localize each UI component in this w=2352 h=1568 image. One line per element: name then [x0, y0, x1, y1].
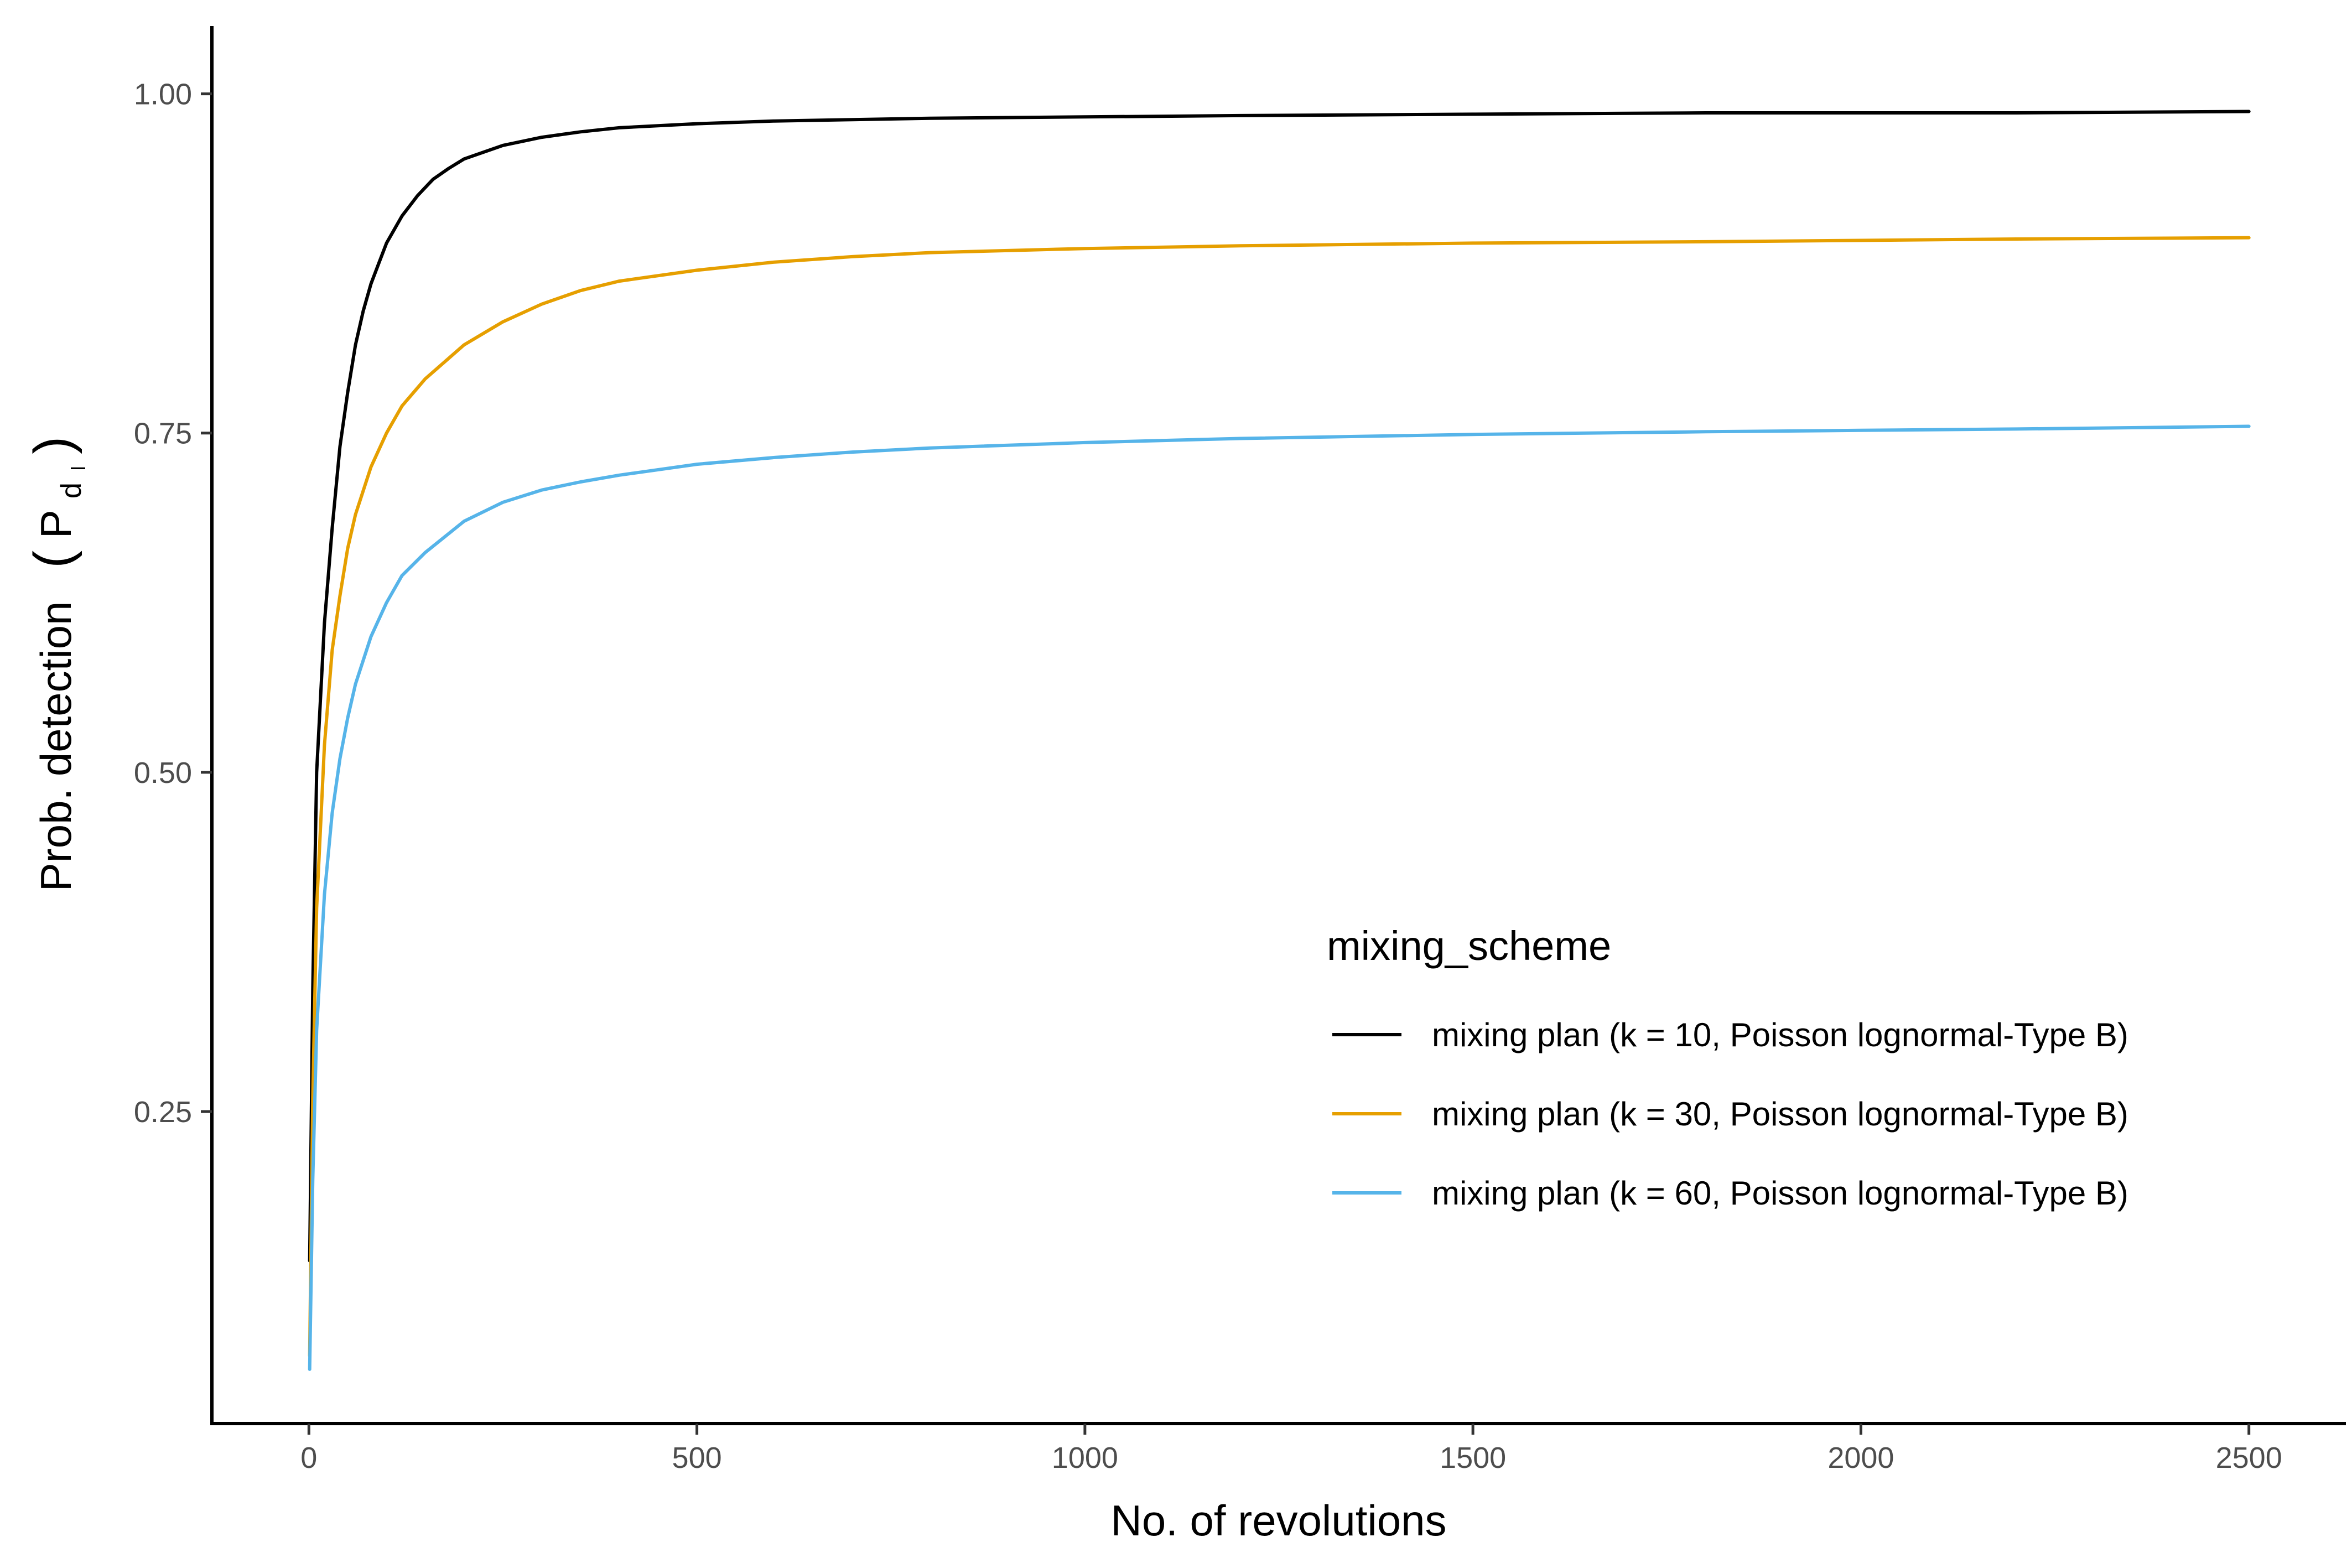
y-tick-label: 0.25: [134, 1095, 192, 1129]
series-layer: [308, 110, 2251, 1371]
legend-title: mixing_scheme: [1327, 923, 1611, 969]
y-axis-title-subscript: d: [55, 482, 87, 499]
y-axis-title-close-paren: ): [23, 437, 82, 454]
y-tick-label: 1.00: [134, 78, 192, 111]
series-line-3: [308, 424, 2251, 1371]
y-tick-label: 0.75: [134, 417, 192, 450]
series-line-1: [308, 110, 2251, 1263]
x-tick-label: 2000: [1827, 1441, 1894, 1474]
x-tick-label: 0: [300, 1441, 317, 1474]
legend-label-1: mixing plan (k = 10, Poisson lognormal-T…: [1432, 1016, 2128, 1053]
x-tick-label: 2500: [2216, 1441, 2282, 1474]
y-axis-title-symbol: P: [32, 511, 80, 539]
x-tick-label: 500: [672, 1441, 722, 1474]
y-axis-title-open-paren: (: [23, 551, 82, 568]
x-tick-label: 1000: [1052, 1441, 1118, 1474]
y-ticks: 0.25 0.50 0.75 1.00: [134, 78, 212, 1129]
y-axis-title-main: Prob. detection: [32, 601, 80, 892]
x-ticks: 0 500 1000 1500 2000 2500: [300, 1424, 2282, 1474]
legend-label-3: mixing plan (k = 60, Poisson lognormal-T…: [1432, 1175, 2128, 1212]
series-line-2: [308, 236, 2251, 1358]
x-tick-label: 1500: [1440, 1441, 1506, 1474]
svg-text:Prob. detection (: Prob. detection ( P d l ): [23, 437, 95, 892]
legend-items: mixing plan (k = 10, Poisson lognormal-T…: [1332, 1016, 2128, 1212]
legend-label-2: mixing plan (k = 30, Poisson lognormal-T…: [1432, 1095, 2128, 1133]
x-axis-title: No. of revolutions: [1111, 1496, 1447, 1545]
y-tick-label: 0.50: [134, 756, 192, 790]
y-axis-title: Prob. detection ( P d l ): [23, 437, 95, 892]
legend: mixing_scheme mixing plan (k = 10, Poiss…: [1327, 923, 2128, 1212]
y-axis-title-sub-subscript: l: [67, 466, 90, 470]
